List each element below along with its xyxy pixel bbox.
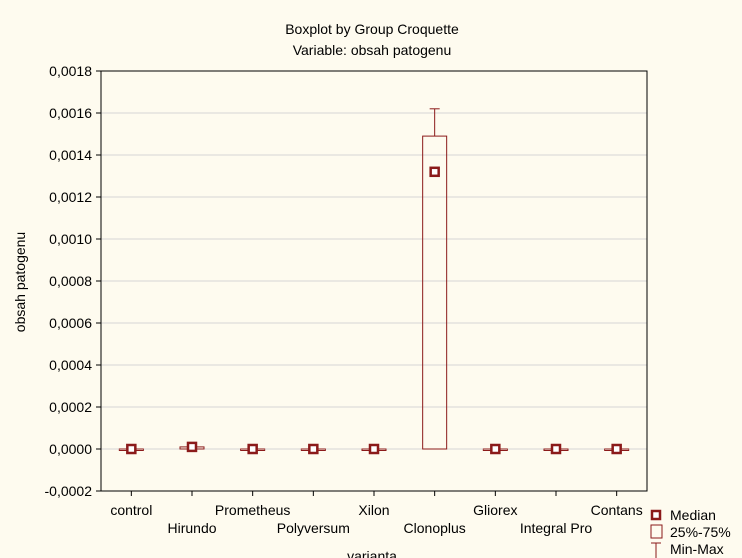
median-marker [186,441,198,453]
y-tick-label: 0,0012 [49,189,92,205]
median-marker [368,443,380,455]
y-tick-label: 0,0006 [49,315,92,331]
y-axis-ticks: 0,0018 0,0016 0,0014 0,0012 0,0010 0,0008 0,00… [45,63,101,499]
median-marker [247,443,258,455]
box-series [118,108,630,455]
gridlines [101,112,647,450]
y-tick-label: 0,0004 [49,357,92,373]
y-tick-label: 0,0002 [49,399,92,415]
y-tick-label: -0,0002 [45,483,93,499]
y-tick-label: 0,0014 [49,147,92,163]
chart-subtitle: Variable: obsah patogenu [293,42,452,58]
legend-label: Min-Max [670,541,724,557]
x-tick-label: Clonoplus [404,520,466,536]
y-tick-label: 0,0010 [49,231,92,247]
legend-median-marker [650,509,662,521]
x-tick-label: Contans [591,502,643,518]
median-marker [490,443,501,455]
box-iqr [422,135,448,450]
y-tick-label: 0,0016 [49,105,92,121]
x-axis-ticks: control Hirundo Prometheus Polyversum Xilon C… [110,491,643,536]
median-marker [308,443,319,455]
x-tick-label: Prometheus [215,502,290,518]
median-marker [611,443,622,455]
x-tick-label: Xilon [358,502,389,518]
median-marker [550,443,562,455]
legend-label: 25%-75% [670,524,731,540]
x-tick-label: Integral Pro [520,520,593,536]
x-axis-title: varianta [347,548,397,558]
median-marker [429,166,440,178]
y-axis-title: obsah patogenu [12,232,28,332]
median-marker [126,443,137,455]
y-tick-label: 0,0018 [49,63,92,79]
legend-label: Median [670,507,716,523]
y-tick-label: 0,0008 [49,273,92,289]
x-tick-label: Hirundo [167,520,216,536]
legend-box-marker [650,524,663,539]
x-tick-label: Gliorex [473,502,517,518]
y-tick-label: 0,0000 [49,441,92,457]
x-tick-label: Polyversum [277,520,350,536]
chart-title: Boxplot by Group Croquette [285,21,459,37]
x-tick-label: control [110,502,152,518]
